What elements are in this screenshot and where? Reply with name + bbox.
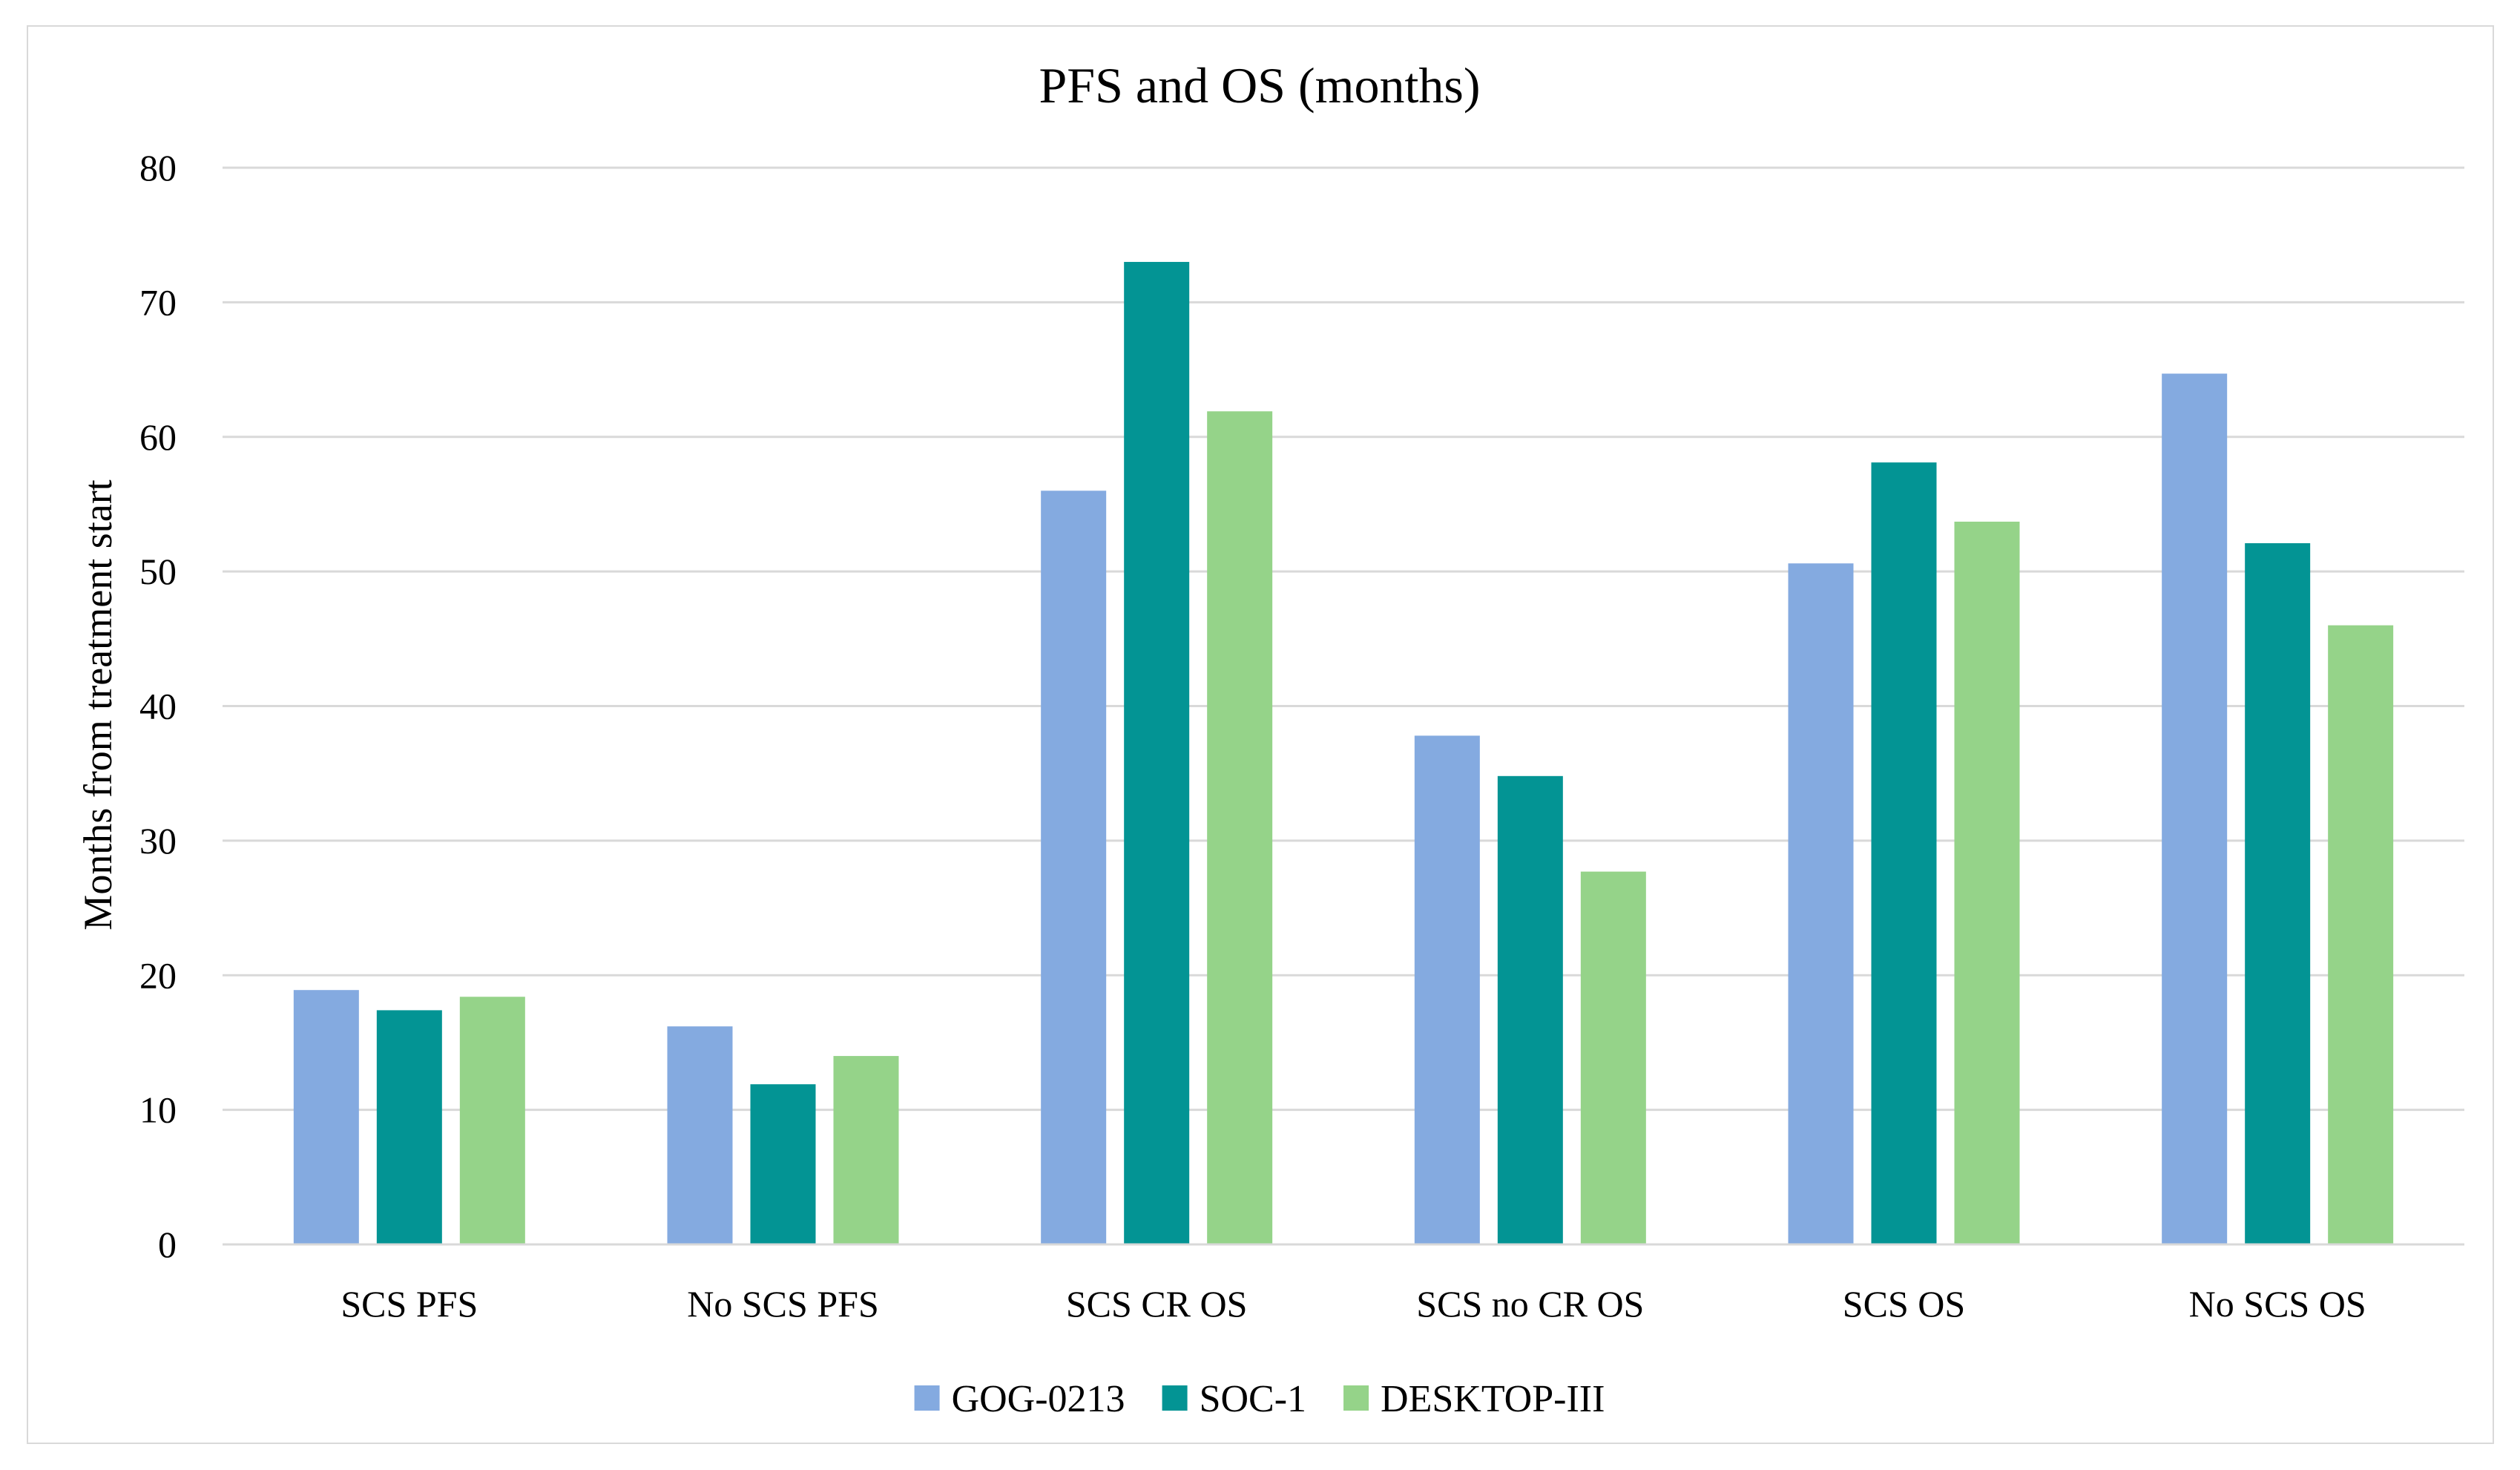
y-tick-label: 60	[139, 416, 177, 458]
y-axis-title: Months from treatment start	[76, 479, 120, 930]
legend-swatch-gog-0213	[914, 1385, 940, 1411]
gridlines	[223, 166, 2464, 1112]
bar-soc-1-4	[1871, 462, 1937, 1245]
x-tick-label: SCS CR OS	[1066, 1283, 1248, 1325]
bar-gog-0213-3	[1414, 735, 1480, 1244]
legend-label-gog-0213: GOG-0213	[952, 1378, 1125, 1420]
bar-gog-0213-1	[667, 1026, 733, 1244]
y-tick-label: 30	[139, 820, 177, 862]
y-tick-label: 10	[139, 1089, 177, 1131]
y-tick-label: 70	[139, 281, 177, 323]
legend-label-soc-1: SOC-1	[1200, 1378, 1306, 1420]
legend-label-desktop-iii: DESKTOP-III	[1381, 1378, 1605, 1420]
bar-soc-1-5	[2245, 543, 2311, 1244]
chart-title: PFS and OS (months)	[1039, 57, 1480, 114]
bar-gog-0213-5	[2162, 373, 2228, 1244]
legend-swatch-desktop-iii	[1343, 1385, 1369, 1411]
bar-desktop-iii-1	[833, 1056, 899, 1244]
y-tick-label: 80	[139, 147, 177, 188]
bar-desktop-iii-0	[459, 997, 525, 1244]
bar-desktop-iii-3	[1580, 871, 1646, 1244]
x-axis-ticks: SCS PFS No SCS PFS SCS CR OS SCS no CR OS SC…	[341, 1283, 2366, 1325]
x-tick-label: SCS no CR OS	[1416, 1283, 1644, 1325]
bar-gog-0213-4	[1788, 563, 1854, 1244]
y-tick-label: 0	[158, 1224, 177, 1265]
legend-swatch-soc-1	[1162, 1385, 1188, 1411]
legend: GOG-0213 SOC-1 DESKTOP-III	[914, 1378, 1605, 1420]
bar-desktop-iii-5	[2328, 625, 2394, 1244]
x-tick-label: SCS PFS	[341, 1283, 478, 1325]
bar-soc-1-3	[1497, 775, 1563, 1244]
bar-gog-0213-0	[293, 990, 359, 1244]
y-axis-ticks: 0 10 20 30 40 50 60 70 80	[139, 147, 177, 1265]
bar-soc-1-1	[750, 1084, 816, 1244]
bar-desktop-iii-4	[1954, 522, 2020, 1244]
y-tick-label: 40	[139, 686, 177, 727]
y-tick-label: 50	[139, 551, 177, 592]
y-tick-label: 20	[139, 954, 177, 996]
bar-soc-1-0	[376, 1010, 442, 1244]
bar-soc-1-2	[1124, 261, 1190, 1244]
bar-desktop-iii-2	[1207, 411, 1273, 1244]
bar-gog-0213-2	[1041, 490, 1107, 1244]
x-tick-label: No SCS PFS	[687, 1283, 879, 1325]
x-tick-label: No SCS OS	[2189, 1283, 2366, 1325]
x-tick-label: SCS OS	[1843, 1283, 1965, 1325]
bars	[293, 261, 2394, 1245]
